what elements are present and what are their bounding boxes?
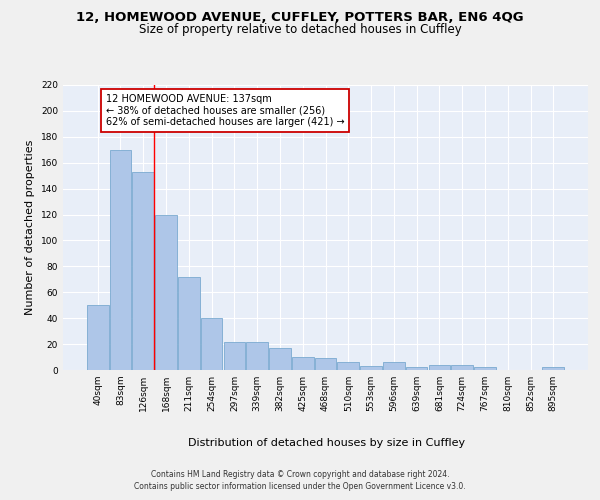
Bar: [201, 318, 223, 370]
Bar: [542, 368, 564, 370]
Bar: [383, 362, 404, 370]
Text: Contains HM Land Registry data © Crown copyright and database right 2024.
Contai: Contains HM Land Registry data © Crown c…: [134, 470, 466, 491]
Bar: [360, 366, 382, 370]
Bar: [337, 362, 359, 370]
Text: 12, HOMEWOOD AVENUE, CUFFLEY, POTTERS BAR, EN6 4QG: 12, HOMEWOOD AVENUE, CUFFLEY, POTTERS BA…: [76, 11, 524, 24]
Bar: [314, 358, 337, 370]
Text: Distribution of detached houses by size in Cuffley: Distribution of detached houses by size …: [188, 438, 466, 448]
Bar: [87, 305, 109, 370]
Y-axis label: Number of detached properties: Number of detached properties: [25, 140, 35, 315]
Bar: [428, 365, 450, 370]
Bar: [451, 365, 473, 370]
Bar: [474, 368, 496, 370]
Bar: [269, 348, 291, 370]
Bar: [178, 276, 200, 370]
Bar: [224, 342, 245, 370]
Bar: [155, 214, 177, 370]
Bar: [133, 172, 154, 370]
Text: 12 HOMEWOOD AVENUE: 137sqm
← 38% of detached houses are smaller (256)
62% of sem: 12 HOMEWOOD AVENUE: 137sqm ← 38% of deta…: [106, 94, 344, 128]
Bar: [406, 368, 427, 370]
Bar: [292, 357, 314, 370]
Bar: [247, 342, 268, 370]
Bar: [110, 150, 131, 370]
Text: Size of property relative to detached houses in Cuffley: Size of property relative to detached ho…: [139, 22, 461, 36]
